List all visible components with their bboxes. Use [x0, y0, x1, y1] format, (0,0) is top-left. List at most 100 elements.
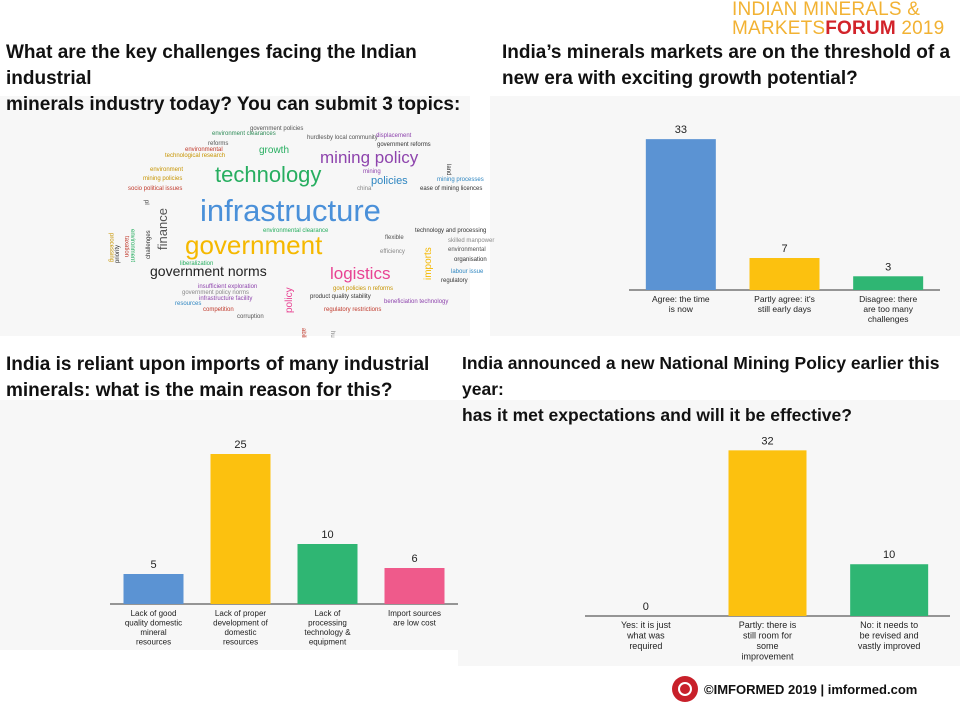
q3-panel-bg: [458, 400, 960, 666]
wordcloud-word: mining policies: [143, 176, 182, 182]
bar: [853, 276, 924, 290]
wordcloud-word: finance: [155, 208, 170, 250]
category-label: Lack of: [315, 609, 342, 618]
wordcloud-word: mining policy: [320, 148, 419, 167]
wordcloud-word: environment: [150, 167, 183, 173]
wordcloud-word: government: [185, 230, 323, 260]
wordcloud-word: competition: [203, 307, 234, 313]
wordcloud-word: environment clearances: [212, 131, 276, 137]
data-label: 10: [321, 529, 333, 541]
category-label: development of: [213, 619, 268, 628]
category-label: vastly improved: [858, 641, 921, 651]
wordcloud-word: socio political issues: [128, 186, 182, 192]
wordcloud-word: product quality stability: [310, 294, 371, 300]
q2-title: India is reliant upon imports of many in…: [6, 352, 476, 404]
forum-brand-logo: INDIAN MINERALS & MARKETSFORUM 2019: [732, 0, 952, 38]
category-label: still room for: [743, 631, 792, 641]
bar: [297, 544, 358, 604]
footer: ©IMFORMED 2019 | imformed.com: [672, 674, 917, 704]
category-label: are too many: [863, 304, 913, 314]
wordcloud-word: infrastructure: [200, 193, 381, 228]
wordcloud-word: labour issue: [451, 269, 484, 275]
category-label: Yes: it is just: [621, 620, 671, 630]
category-label: Import sources: [388, 609, 441, 618]
wordcloud-word: beneficiation technology: [384, 299, 448, 305]
wordcloud-word: technological research: [165, 153, 225, 159]
q2-title-line2: minerals: what is the main reason for th…: [6, 380, 393, 401]
wordcloud-word: regulatory: [441, 278, 468, 284]
wordcloud-title-line2: minerals industry today? You can submit …: [6, 94, 461, 115]
bar: [210, 454, 271, 604]
bar: [749, 258, 820, 290]
category-label: improvement: [741, 652, 794, 662]
wordcloud-word: government policy norms: [182, 290, 249, 296]
brand-year: 2019: [895, 18, 945, 39]
category-label: still early days: [758, 304, 811, 314]
category-label: quality domestic: [125, 619, 182, 628]
category-label: Partly agree: it's: [754, 294, 815, 304]
category-label: Disagree: there: [859, 294, 917, 304]
category-label: required: [629, 641, 662, 651]
wordcloud-word: environment: [129, 229, 135, 262]
category-label: challenges: [868, 314, 909, 324]
bar: [123, 574, 184, 604]
q2-title-line1: India is reliant upon imports of many in…: [6, 354, 430, 375]
data-label: 0: [643, 601, 649, 613]
wordcloud-word: china: [357, 186, 372, 192]
category-label: Partly: there is: [739, 620, 797, 630]
category-label: be revised and: [860, 631, 919, 641]
bar: [384, 568, 445, 604]
bar: [850, 564, 929, 616]
brand-markets: MARKETS: [732, 18, 826, 39]
q1-title-line1: India’s minerals markets are on the thre…: [502, 42, 951, 63]
imformed-logo-icon: [672, 676, 698, 702]
wordcloud-word: corruption: [237, 314, 264, 320]
wordcloud-word: environmental clearance: [263, 228, 329, 234]
data-label: 25: [234, 439, 246, 451]
wordcloud-word: government reforms: [377, 142, 431, 148]
q1-title: India’s minerals markets are on the thre…: [502, 40, 957, 92]
wordcloud-word: technology and processing: [415, 228, 486, 234]
wordcloud-word: policy: [284, 287, 295, 313]
wordcloud-word: imports: [423, 247, 434, 280]
q3-title: India announced a new National Mining Po…: [462, 350, 957, 428]
bar: [728, 450, 807, 616]
wordcloud-word: ease of mining licences: [420, 186, 482, 192]
wordcloud-word: logistics: [330, 264, 390, 283]
wordcloud-word: reforms: [208, 141, 228, 147]
data-label: 3: [885, 261, 891, 273]
q3-title-line1: India announced a new National Mining Po…: [462, 353, 940, 399]
brand-line-2: MARKETSFORUM 2019: [732, 19, 952, 38]
wordcloud-word: priority: [115, 245, 121, 263]
wordcloud-word: human: [329, 331, 335, 338]
data-label: 7: [781, 243, 787, 255]
data-label: 33: [675, 124, 687, 136]
category-label: processing: [308, 619, 347, 628]
wordcloud-word: skilled manpower: [448, 238, 494, 244]
wordcloud-word: ability: [300, 328, 306, 338]
q1-title-line2: new era with exciting growth potential?: [502, 68, 858, 89]
data-label: 6: [411, 553, 417, 565]
wordcloud-word: resources: [175, 301, 201, 307]
category-label: resources: [223, 638, 258, 647]
wordcloud-word: regulatory restrictions: [324, 307, 381, 313]
wordcloud-title: What are the key challenges facing the I…: [6, 40, 476, 118]
q3-title-line2: has it met expectations and will it be e…: [462, 405, 852, 425]
wordcloud-word: pl: [143, 200, 149, 205]
category-label: mineral: [140, 628, 166, 637]
data-label: 32: [761, 435, 773, 447]
wordcloud-word: displacement: [376, 133, 412, 139]
category-label: Lack of proper: [215, 609, 266, 618]
brand-line-1: INDIAN MINERALS &: [732, 0, 921, 20]
wordcloud-word: environmental: [448, 247, 486, 253]
category-label: what was: [626, 631, 665, 641]
wordcloud-word: processing: [108, 233, 114, 262]
wordcloud-word: organisation: [454, 257, 487, 263]
category-label: domestic: [224, 628, 256, 637]
wordcloud-title-line1: What are the key challenges facing the I…: [6, 42, 417, 89]
wordcloud-word: govt policies n reforms: [333, 286, 393, 292]
bar: [645, 139, 716, 290]
